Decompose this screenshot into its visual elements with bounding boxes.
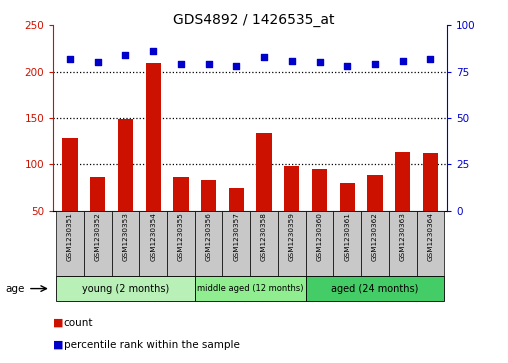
Text: GSM1230358: GSM1230358 — [261, 212, 267, 261]
Text: GSM1230359: GSM1230359 — [289, 212, 295, 261]
Point — [288, 58, 296, 64]
Text: ■: ■ — [53, 340, 64, 350]
Point — [315, 60, 324, 65]
Bar — [56, 276, 195, 301]
Text: GSM1230363: GSM1230363 — [400, 212, 406, 261]
Text: GSM1230362: GSM1230362 — [372, 212, 378, 261]
Text: ■: ■ — [53, 318, 64, 328]
Point — [232, 63, 240, 69]
Text: count: count — [64, 318, 93, 328]
Bar — [361, 211, 389, 276]
Text: age: age — [5, 284, 24, 294]
Point — [343, 63, 352, 69]
Text: aged (24 months): aged (24 months) — [331, 284, 419, 294]
Bar — [62, 138, 78, 211]
Bar — [173, 177, 188, 211]
Bar — [257, 133, 272, 211]
Bar — [333, 211, 361, 276]
Point — [426, 56, 434, 62]
Bar — [389, 211, 417, 276]
Bar — [195, 211, 223, 276]
Bar — [139, 211, 167, 276]
Text: GDS4892 / 1426535_at: GDS4892 / 1426535_at — [173, 13, 335, 27]
Bar — [90, 177, 105, 211]
Bar — [312, 169, 327, 211]
Bar — [195, 276, 306, 301]
Bar — [112, 211, 139, 276]
Point — [149, 48, 157, 54]
Point — [399, 58, 407, 64]
Point — [66, 56, 74, 62]
Text: GSM1230361: GSM1230361 — [344, 212, 350, 261]
Text: GSM1230354: GSM1230354 — [150, 212, 156, 261]
Text: middle aged (12 months): middle aged (12 months) — [197, 284, 303, 293]
Text: GSM1230356: GSM1230356 — [206, 212, 212, 261]
Bar — [118, 119, 133, 211]
Text: GSM1230355: GSM1230355 — [178, 212, 184, 261]
Bar — [145, 64, 161, 211]
Bar — [56, 211, 84, 276]
Bar — [84, 211, 112, 276]
Bar — [278, 211, 306, 276]
Text: young (2 months): young (2 months) — [82, 284, 169, 294]
Point — [260, 54, 268, 60]
Point — [371, 61, 379, 67]
Text: GSM1230352: GSM1230352 — [94, 212, 101, 261]
Bar — [417, 211, 444, 276]
Bar — [223, 211, 250, 276]
Point — [177, 61, 185, 67]
Text: GSM1230351: GSM1230351 — [67, 212, 73, 261]
Text: GSM1230357: GSM1230357 — [233, 212, 239, 261]
Point — [93, 60, 102, 65]
Bar — [423, 153, 438, 211]
Bar — [367, 175, 383, 211]
Text: GSM1230364: GSM1230364 — [427, 212, 433, 261]
Bar — [395, 152, 410, 211]
Bar — [201, 180, 216, 211]
Bar — [250, 211, 278, 276]
Text: percentile rank within the sample: percentile rank within the sample — [64, 340, 239, 350]
Bar — [306, 211, 333, 276]
Text: GSM1230360: GSM1230360 — [316, 212, 323, 261]
Bar — [284, 166, 299, 211]
Bar — [340, 183, 355, 211]
Bar — [167, 211, 195, 276]
Point — [121, 52, 130, 58]
Bar — [229, 188, 244, 211]
Text: GSM1230353: GSM1230353 — [122, 212, 129, 261]
Bar — [306, 276, 444, 301]
Point — [205, 61, 213, 67]
